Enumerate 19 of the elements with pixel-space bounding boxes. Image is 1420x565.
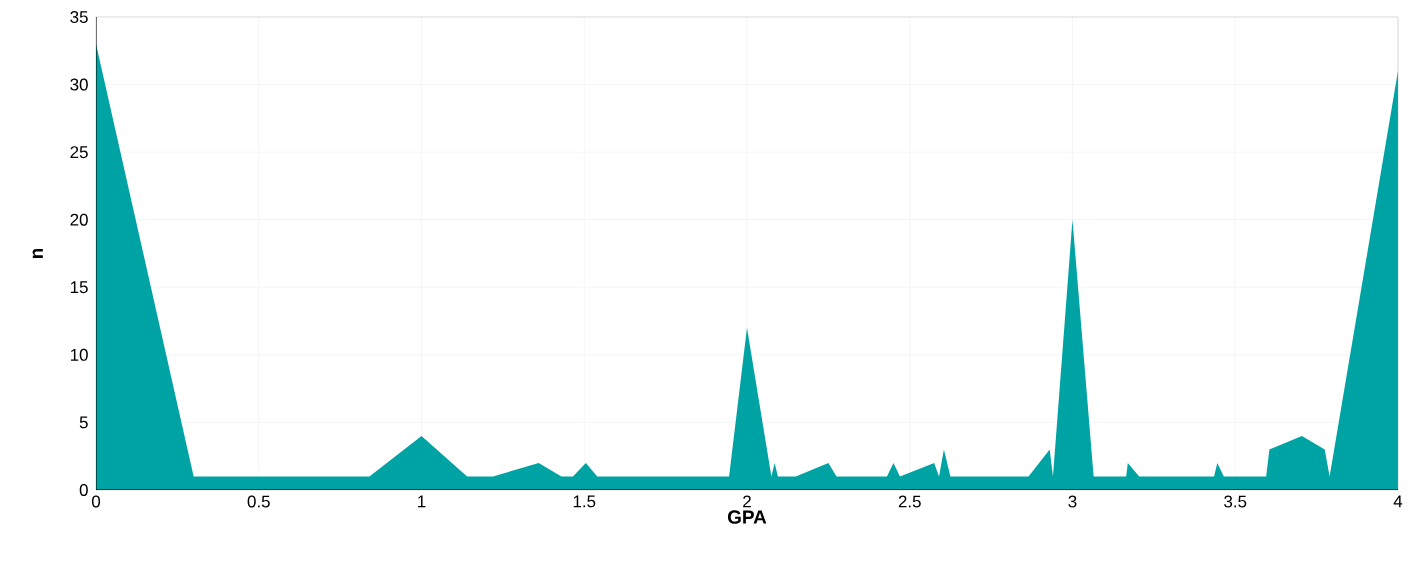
y-tick-label: 20 xyxy=(70,213,88,226)
x-tick-label: 4 xyxy=(1393,495,1403,508)
x-tick-label: 0 xyxy=(91,495,101,508)
x-tick-label: 3.5 xyxy=(1224,495,1247,508)
y-tick-label: 35 xyxy=(70,10,88,23)
x-tick-label: 1.5 xyxy=(573,495,596,508)
x-tick-label: 0.5 xyxy=(247,495,270,508)
x-tick-label: 1 xyxy=(418,495,426,508)
x-tick-label: 3 xyxy=(1068,495,1077,508)
y-tick-label: 25 xyxy=(70,146,88,159)
x-tick-label: 2.5 xyxy=(898,495,921,508)
y-tick-label: 15 xyxy=(70,281,88,294)
y-tick-label: 5 xyxy=(79,416,88,429)
x-tick-label: 2 xyxy=(743,495,751,508)
y-tick-label: 10 xyxy=(70,348,88,361)
y-axis-title: n xyxy=(32,248,43,259)
y-tick-label: 0 xyxy=(79,483,88,496)
x-axis-title: GPA xyxy=(727,510,767,524)
y-tick-label: 30 xyxy=(70,78,88,91)
